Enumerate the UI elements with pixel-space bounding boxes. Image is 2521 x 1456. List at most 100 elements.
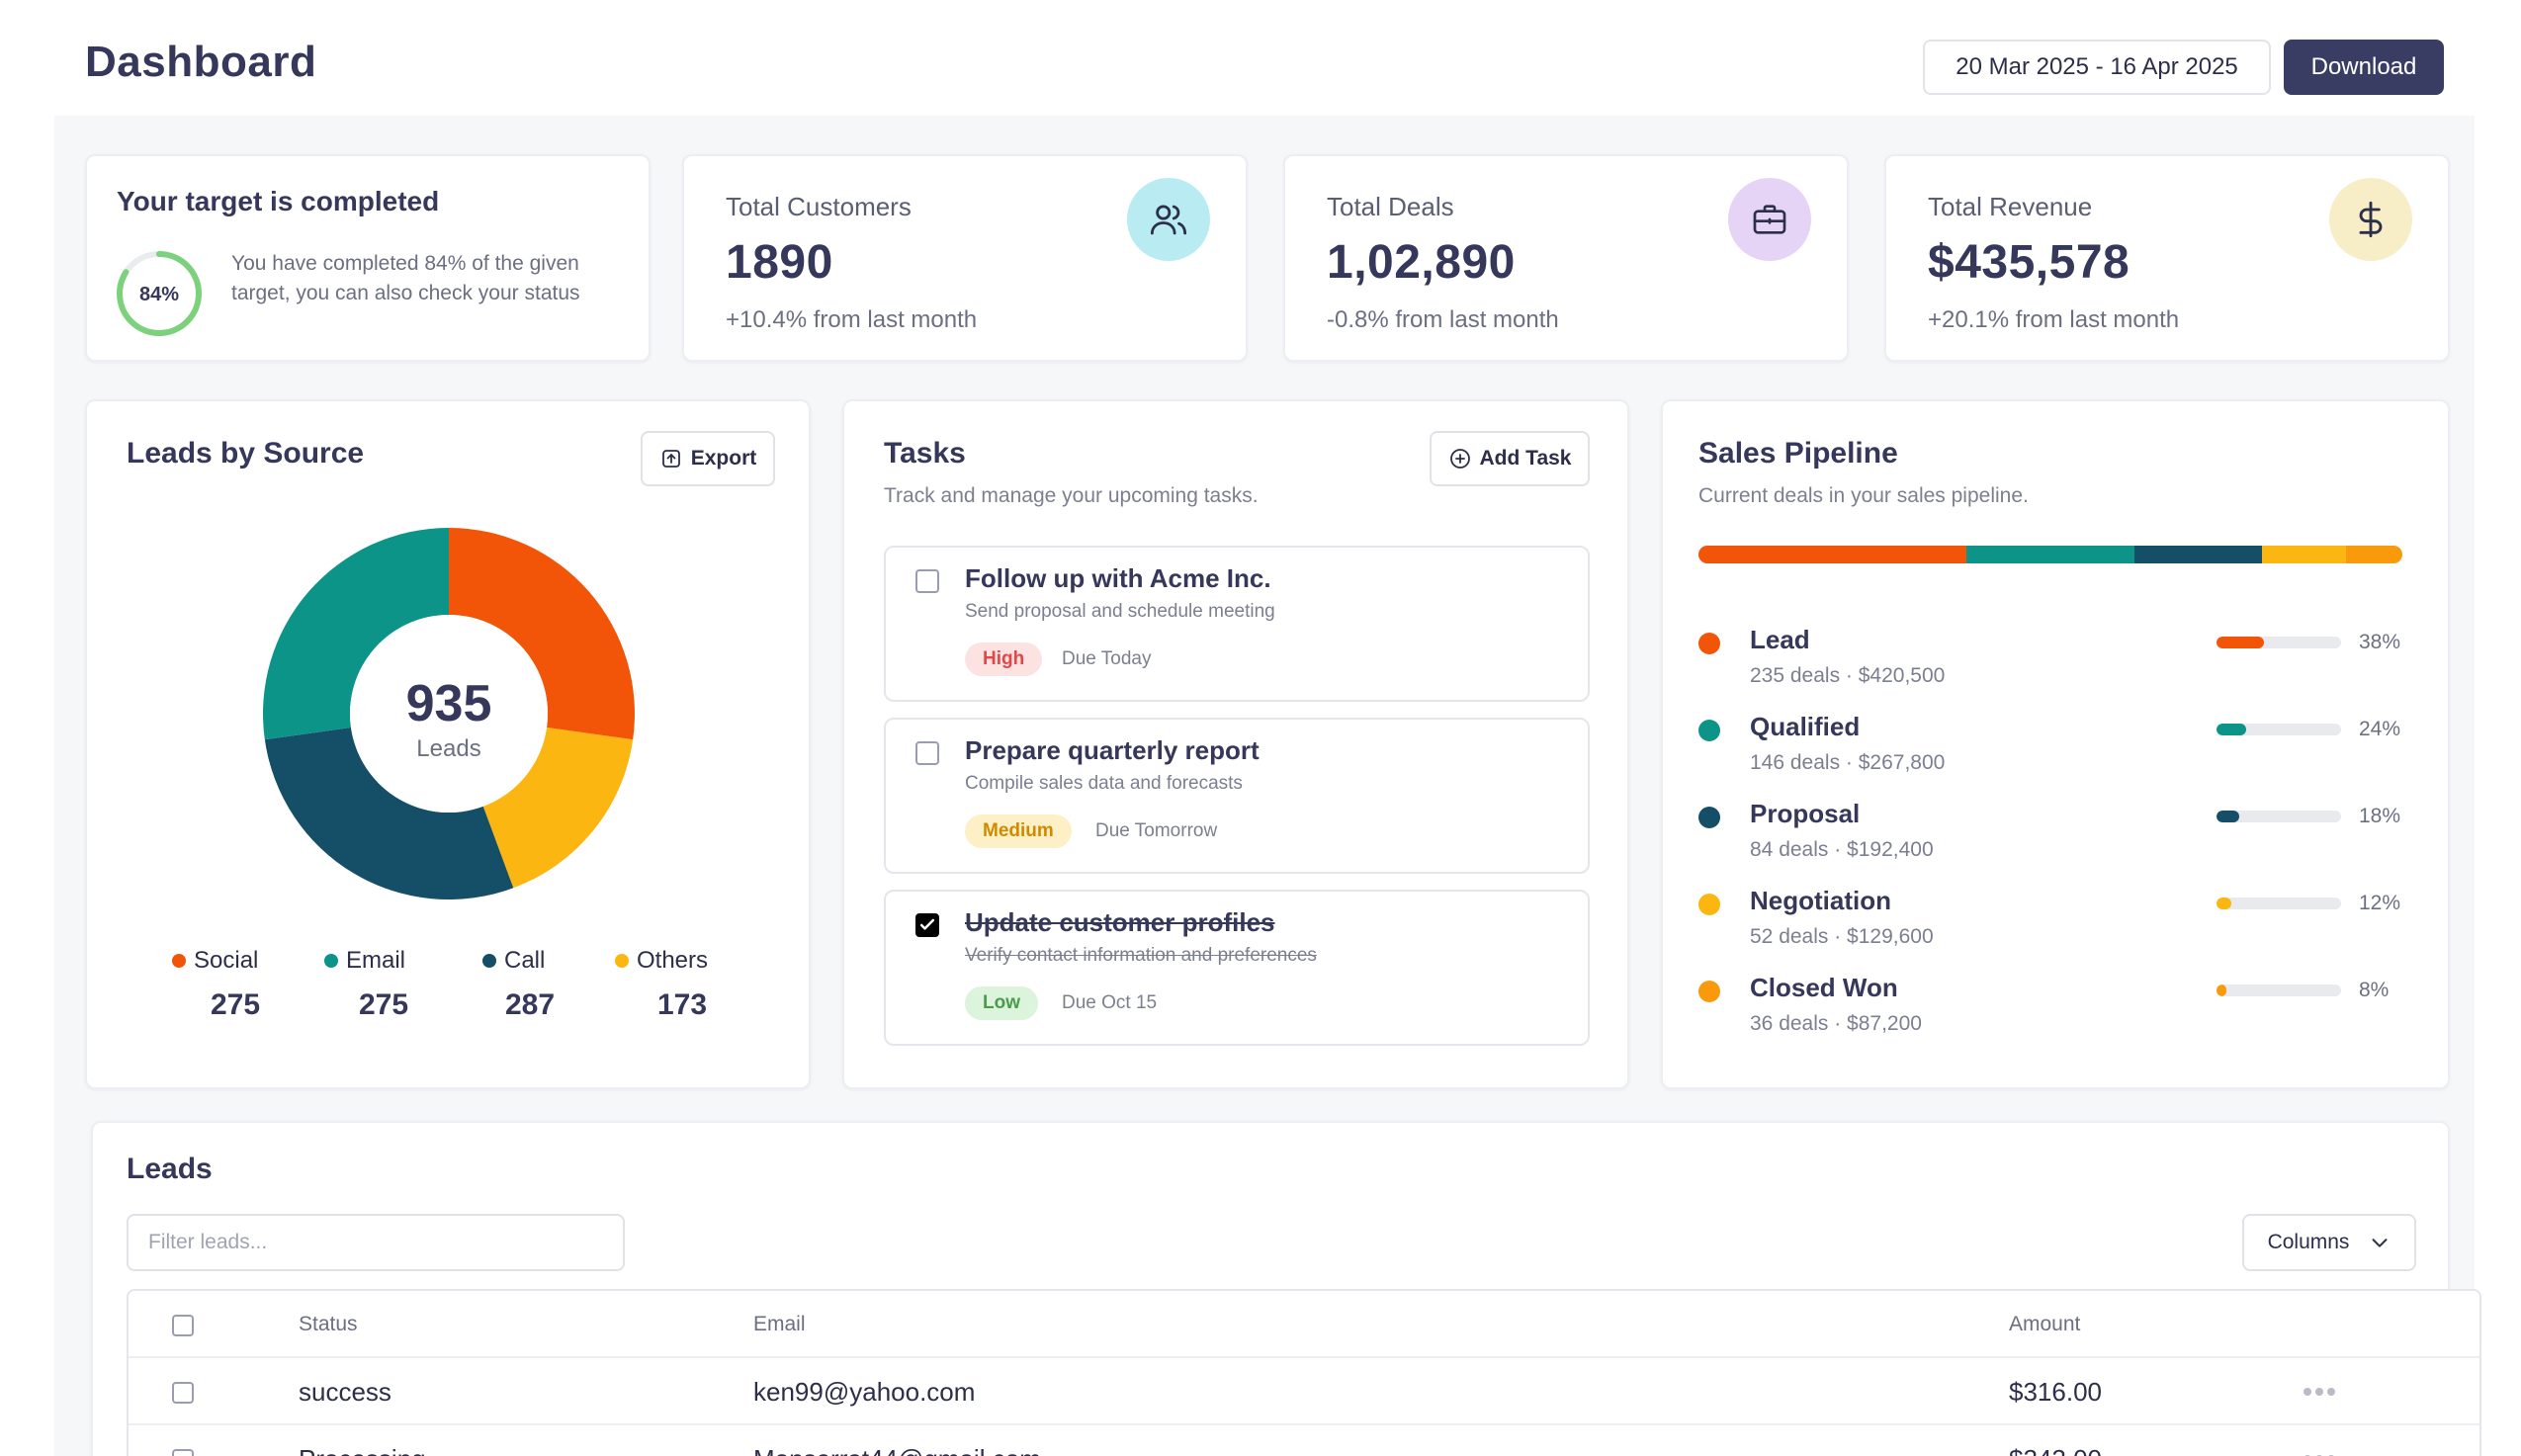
table-row: success ken99@yahoo.com $316.00 [129, 1358, 2479, 1425]
target-percent: 84% [139, 284, 179, 305]
stage-percent: 12% [2359, 892, 2401, 914]
leads-donut-chart [263, 528, 635, 899]
stat-card-revenue: Total Revenue $435,578 +20.1% from last … [1884, 154, 2450, 362]
download-button[interactable]: Download [2284, 40, 2444, 95]
task-title: Prepare quarterly report [965, 735, 1260, 765]
legend-call: Call [482, 947, 545, 975]
stage-name: Closed Won [1750, 973, 1898, 1002]
donut-slice-others [482, 727, 634, 889]
stage-meta: 146 deals · $267,800 [1750, 751, 1946, 774]
table-header-row: Status Email Amount [129, 1291, 2479, 1358]
date-range-picker[interactable]: 20 Mar 2025 - 16 Apr 2025 [1923, 40, 2271, 95]
legend-value: 275 [358, 988, 409, 1021]
stat-title: Total Revenue [1928, 192, 2093, 221]
cell-status: Processing [299, 1425, 426, 1456]
pipeline-stage-proposal: Proposal 84 deals · $192,400 18% [1698, 797, 2410, 866]
stage-dot [1698, 807, 1720, 828]
row-checkbox[interactable] [172, 1382, 194, 1404]
task-checkbox[interactable] [915, 741, 939, 765]
pipeline-stage-negotiation: Negotiation 52 deals · $129,600 12% [1698, 884, 2410, 953]
columns-dropdown-button[interactable]: Columns [2242, 1214, 2416, 1271]
legend-email: Email [324, 947, 405, 975]
stage-progress-track [2217, 898, 2341, 909]
legend-dot [172, 954, 186, 968]
task-item[interactable]: Prepare quarterly report Compile sales d… [884, 718, 1590, 874]
stage-progress-fill [2217, 724, 2247, 735]
stage-dot [1698, 981, 1720, 1002]
add-task-button[interactable]: Add Task [1430, 431, 1590, 486]
stage-name: Negotiation [1750, 886, 1891, 915]
filter-leads-input[interactable] [127, 1214, 625, 1271]
columns-label: Columns [2267, 1231, 2350, 1253]
add-task-label: Add Task [1479, 447, 1572, 470]
stat-value: 1890 [726, 236, 833, 289]
donut-slice-social [449, 528, 635, 740]
stage-progress-track [2217, 637, 2341, 648]
stage-meta: 52 deals · $129,600 [1750, 925, 1934, 948]
chevron-down-icon [2373, 1239, 2388, 1247]
plus-circle-icon [1449, 449, 1470, 469]
pipeline-segment-proposal [2134, 546, 2262, 563]
tasks-card: Tasks Track and manage your upcoming tas… [842, 399, 1629, 1089]
stat-change: -0.8% from last month [1327, 306, 1559, 333]
target-description: You have completed 84% of the given targ… [231, 252, 580, 304]
select-all-checkbox[interactable] [172, 1315, 194, 1336]
pipeline-segment-closed-won [2346, 546, 2402, 563]
header-amount[interactable]: Amount [2009, 1313, 2081, 1335]
task-item[interactable]: Follow up with Acme Inc. Send proposal a… [884, 546, 1590, 702]
card-title: Tasks [884, 437, 966, 470]
legend-dot [482, 954, 496, 968]
task-checkbox[interactable] [915, 569, 939, 593]
stage-dot [1698, 633, 1720, 654]
header-status[interactable]: Status [299, 1313, 358, 1335]
stage-progress-track [2217, 811, 2341, 822]
stat-value: 1,02,890 [1327, 236, 1516, 289]
legend-label: Email [346, 947, 406, 974]
task-due: Due Today [1062, 648, 1152, 669]
priority-badge: Low [965, 986, 1038, 1020]
stage-percent: 38% [2359, 631, 2401, 653]
donut-hole [350, 615, 548, 813]
export-button[interactable]: Export [641, 431, 775, 486]
stage-name: Lead [1750, 625, 1810, 654]
target-progress-ring: 84% [117, 251, 202, 336]
stat-card-customers: Total Customers 1890 +10.4% from last mo… [682, 154, 1248, 362]
stat-change: +20.1% from last month [1928, 306, 2180, 333]
cell-status: success [299, 1376, 391, 1407]
legend-label: Others [637, 947, 709, 974]
target-title: Your target is completed [117, 186, 440, 216]
cell-amount: $242.00 [2009, 1425, 2102, 1456]
task-description: Send proposal and schedule meeting [965, 601, 1275, 622]
leads-table: Status Email Amount success ken99@yahoo.… [127, 1289, 2481, 1456]
stat-card-deals: Total Deals 1,02,890 -0.8% from last mon… [1283, 154, 1849, 362]
cell-email: ken99@yahoo.com [753, 1376, 976, 1407]
pipeline-stage-closed-won: Closed Won 36 deals · $87,200 8% [1698, 971, 2410, 1040]
pipeline-segment-qualified [1965, 546, 2135, 563]
card-description: Current deals in your sales pipeline. [1698, 484, 2029, 507]
leads-table-card: Leads Columns Status Email Amount succes… [91, 1121, 2481, 1456]
row-actions-icon[interactable] [2304, 1388, 2335, 1396]
stage-dot [1698, 894, 1720, 915]
pipeline-stacked-bar [1698, 546, 2402, 563]
legend-dot [324, 954, 338, 968]
dollar-icon [2329, 178, 2412, 261]
task-checkbox-checked[interactable] [915, 913, 939, 937]
header-email[interactable]: Email [753, 1313, 806, 1335]
row-checkbox[interactable] [172, 1449, 194, 1456]
page-title: Dashboard [85, 38, 317, 86]
legend-value: 287 [504, 988, 556, 1021]
sales-pipeline-card: Sales Pipeline Current deals in your sal… [1661, 399, 2450, 1089]
donut-slice-email [263, 528, 449, 740]
stage-progress-fill [2217, 637, 2264, 648]
card-title: Sales Pipeline [1698, 437, 1898, 470]
pipeline-segment-lead [1698, 546, 1966, 563]
target-card: Your target is completed 84% You have co… [85, 154, 651, 362]
stage-meta: 36 deals · $87,200 [1750, 1012, 1922, 1035]
priority-badge: Medium [965, 814, 1072, 848]
task-description: Verify contact information and preferenc… [965, 945, 1317, 966]
export-label: Export [690, 447, 757, 470]
stage-progress-fill [2217, 985, 2227, 996]
pipeline-stage-qualified: Qualified 146 deals · $267,800 24% [1698, 710, 2410, 779]
task-item[interactable]: Update customer profiles Verify contact … [884, 890, 1590, 1046]
leads-by-source-card: Leads by Source Export 935 Leads Social … [85, 399, 811, 1089]
